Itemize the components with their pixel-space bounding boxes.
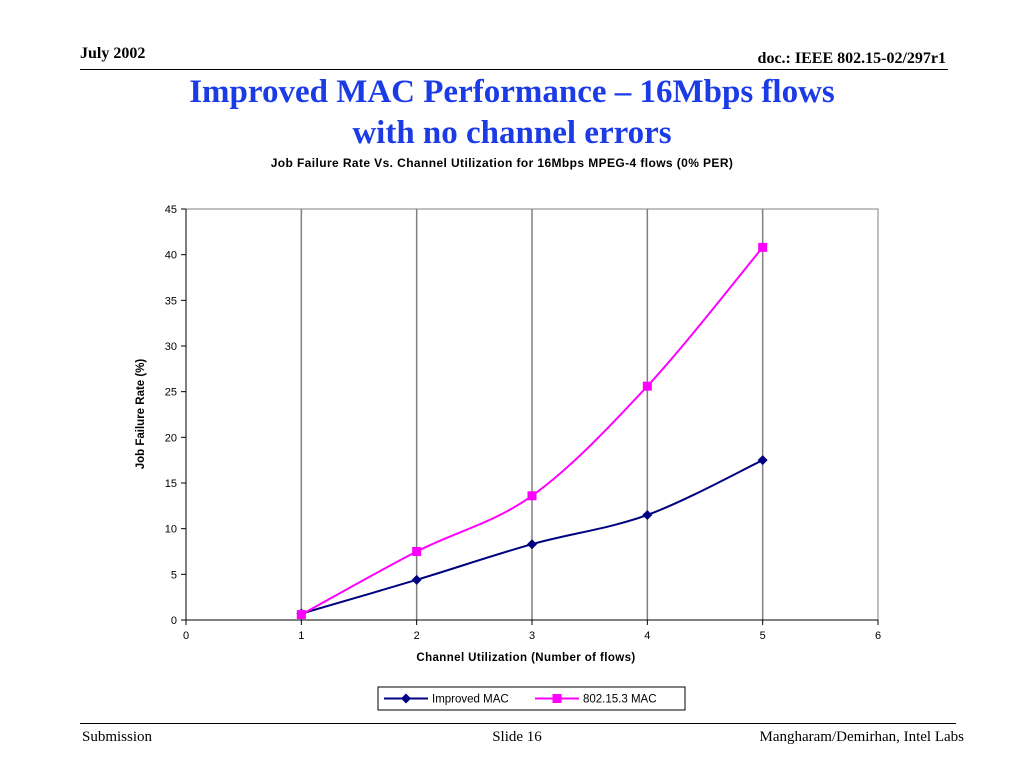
series-1-point-4 bbox=[642, 381, 652, 391]
series-0-point-5 bbox=[757, 455, 768, 466]
footer-slide-number: Slide 16 bbox=[492, 729, 542, 745]
y-tick-label-45: 45 bbox=[165, 204, 177, 216]
header-rule bbox=[80, 69, 948, 70]
footer-submission: Submission bbox=[82, 729, 153, 745]
series-0-point-2 bbox=[411, 574, 422, 585]
header-date: July 2002 bbox=[80, 45, 146, 62]
x-tick-label-3: 3 bbox=[529, 630, 535, 642]
x-tick-label-0: 0 bbox=[183, 630, 189, 642]
x-tick-label-6: 6 bbox=[875, 630, 881, 642]
footer-rule bbox=[80, 723, 956, 724]
y-tick-label-0: 0 bbox=[171, 615, 177, 627]
y-tick-label-10: 10 bbox=[165, 524, 177, 536]
series-1-point-1 bbox=[296, 610, 306, 620]
y-tick-label-40: 40 bbox=[165, 250, 177, 262]
x-tick-label-5: 5 bbox=[760, 630, 766, 642]
slide-title-line-1: Improved MAC Performance – 16Mbps flows bbox=[189, 74, 835, 110]
legend-label-1: 802.15.3 MAC bbox=[583, 694, 657, 706]
slide-title-line-2: with no channel errors bbox=[352, 115, 672, 151]
chart-title: Job Failure Rate Vs. Channel Utilization… bbox=[270, 156, 734, 170]
y-tick-label-5: 5 bbox=[171, 569, 177, 581]
x-tick-label-4: 4 bbox=[644, 630, 650, 642]
footer-authors: Mangharam/Demirhan, Intel Labs bbox=[759, 729, 964, 745]
x-tick-label-2: 2 bbox=[414, 630, 420, 642]
y-tick-label-15: 15 bbox=[165, 478, 177, 490]
y-axis-title: Job Failure Rate (%) bbox=[135, 359, 147, 470]
header-doc-id: doc.: IEEE 802.15-02/297r1 bbox=[757, 50, 946, 67]
series-0-point-3 bbox=[527, 539, 537, 550]
y-tick-label-30: 30 bbox=[165, 341, 177, 353]
x-tick-label-1: 1 bbox=[298, 630, 304, 642]
series-1-point-3 bbox=[527, 491, 537, 501]
legend-label-0: Improved MAC bbox=[432, 694, 509, 706]
series-1-point-5 bbox=[758, 242, 768, 252]
legend-box bbox=[377, 686, 686, 711]
y-tick-label-20: 20 bbox=[165, 432, 177, 444]
slide-title: Improved MAC Performance – 16Mbps flows … bbox=[0, 72, 1024, 154]
y-tick-label-25: 25 bbox=[165, 387, 177, 399]
legend-swatch-marker-1 bbox=[552, 694, 562, 703]
y-tick-label-35: 35 bbox=[165, 295, 177, 307]
legend-swatch-marker-0 bbox=[401, 693, 411, 704]
series-1-point-2 bbox=[412, 547, 422, 556]
x-axis-title: Channel Utilization (Number of flows) bbox=[416, 652, 635, 664]
series-0-point-4 bbox=[642, 509, 653, 520]
